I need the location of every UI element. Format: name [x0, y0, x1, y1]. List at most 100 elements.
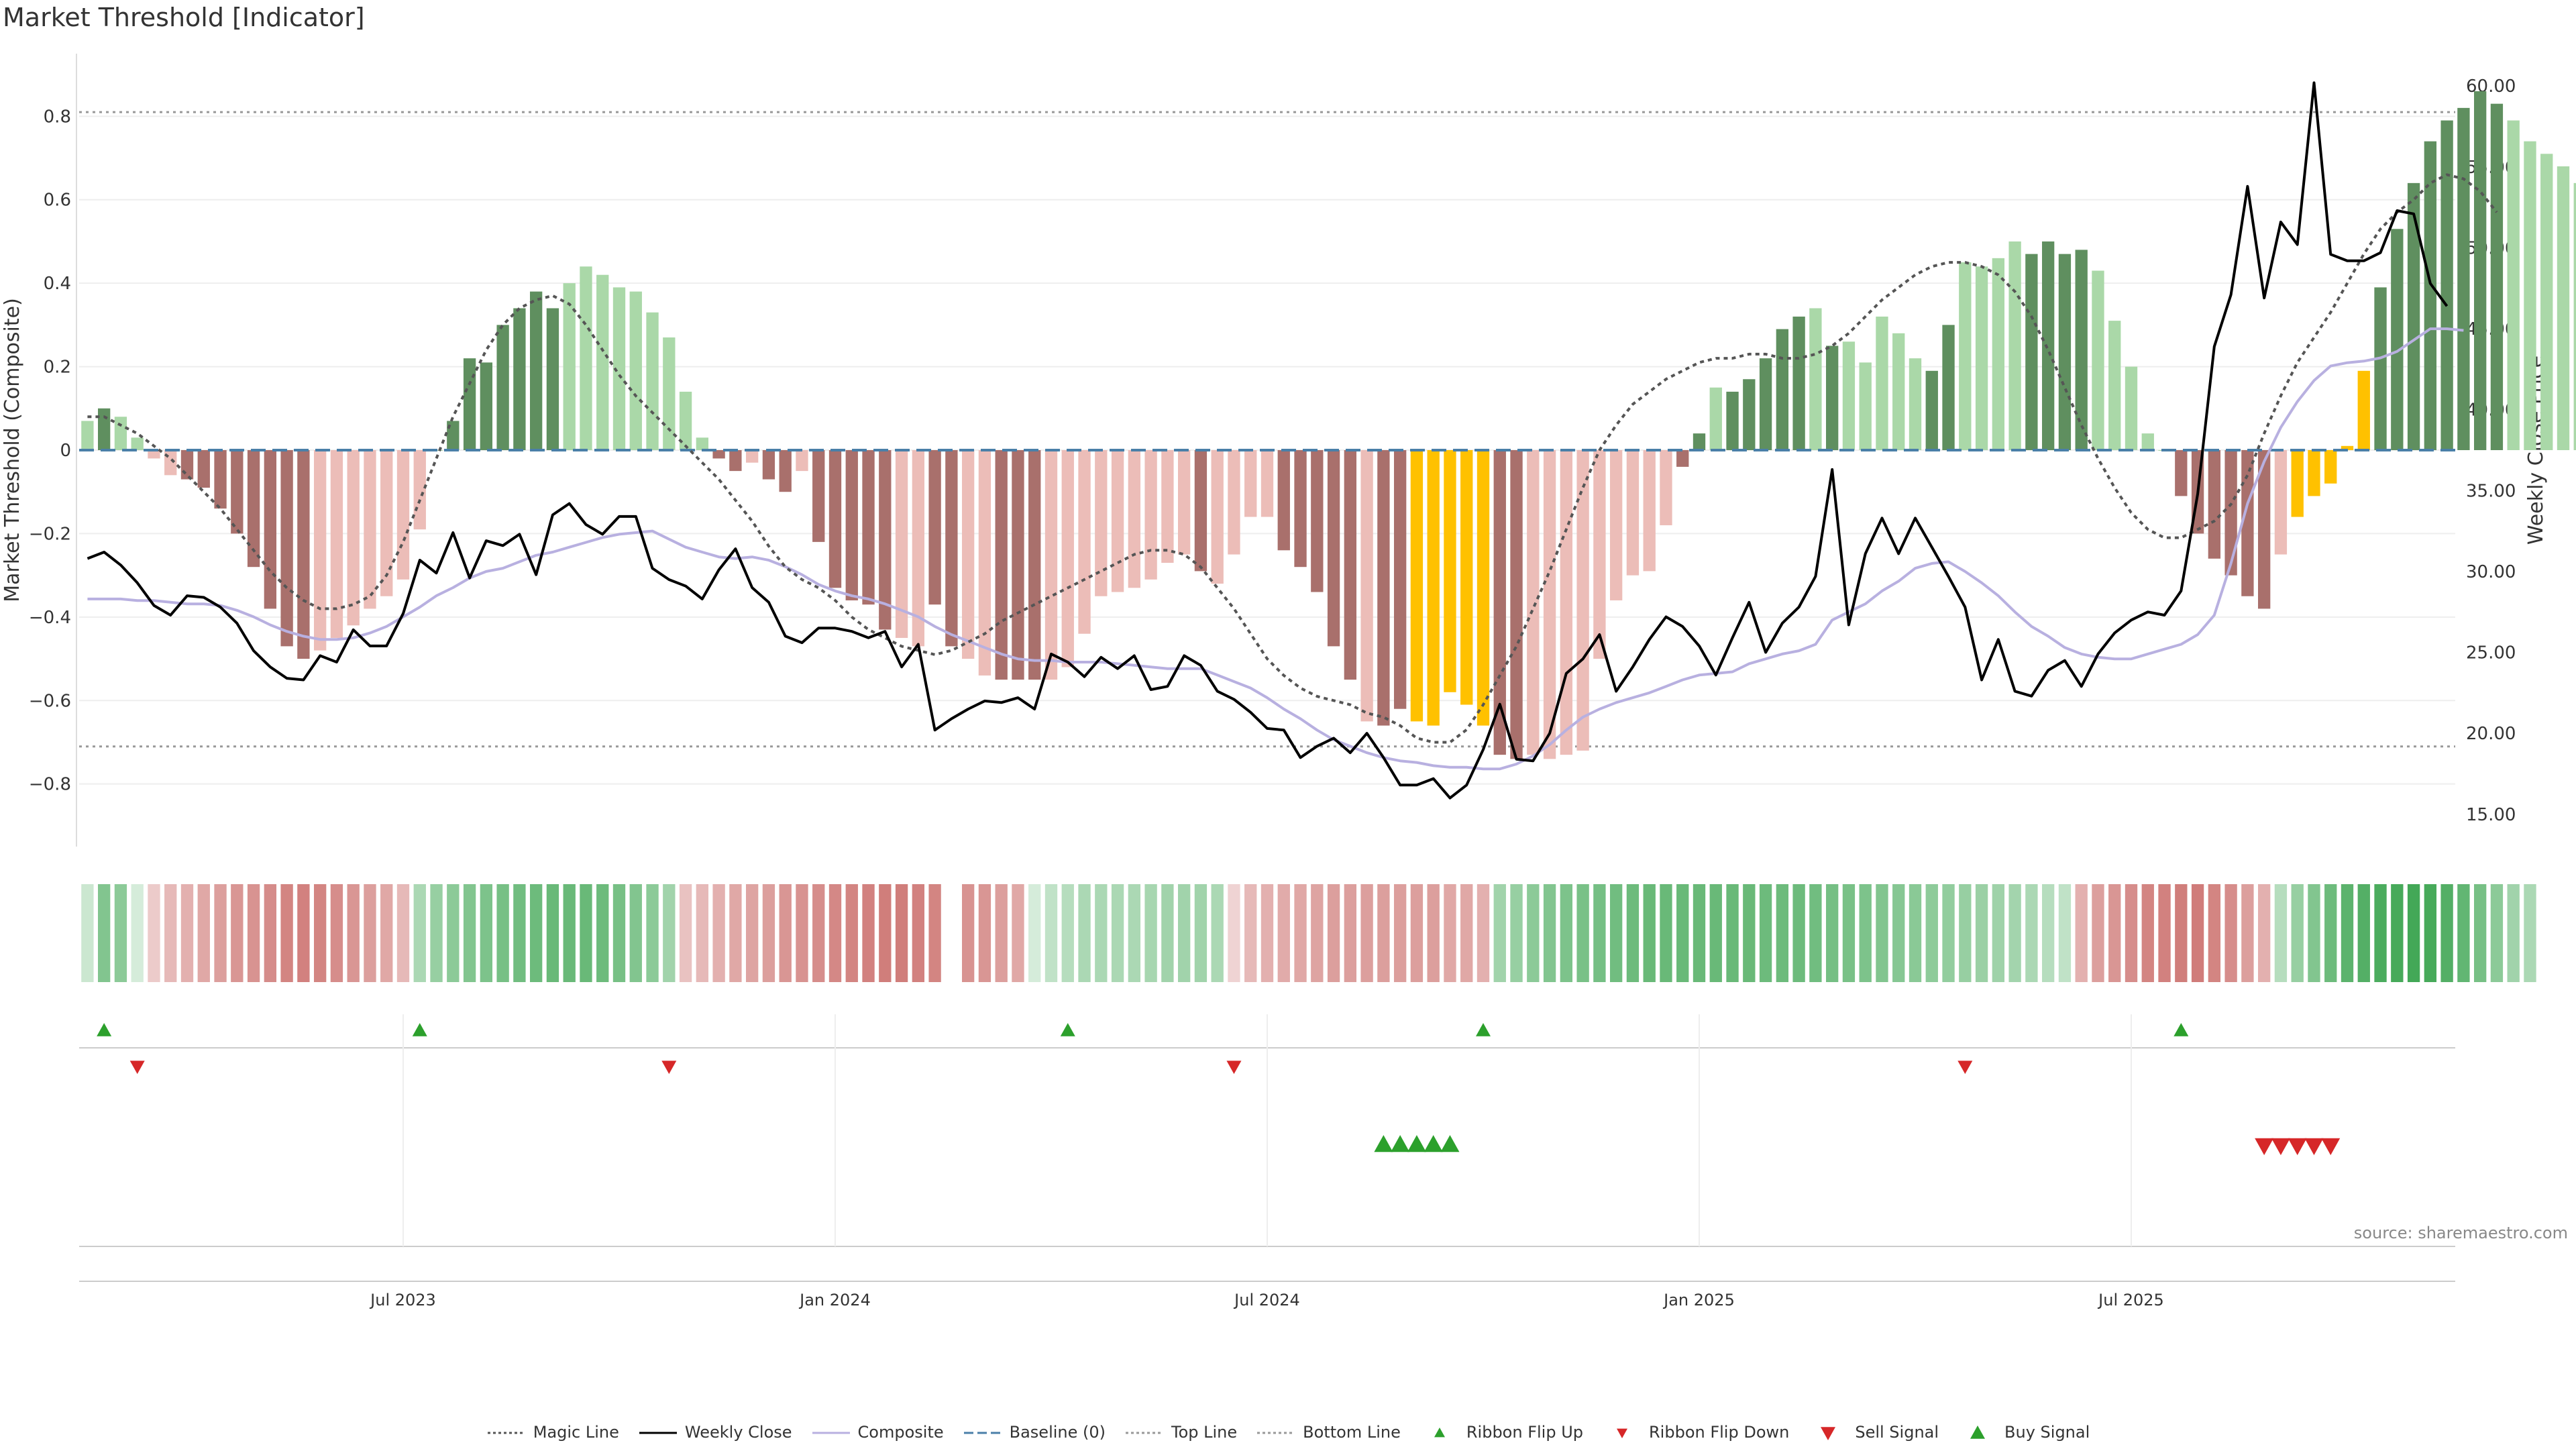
ribbon-cell [447, 884, 460, 982]
y-tick-label: 0.2 [44, 358, 71, 378]
weekly-close-line [87, 81, 2449, 800]
ribbon-cell [280, 884, 293, 982]
composite-bar [1410, 450, 1424, 722]
composite-bar [928, 450, 941, 605]
ribbon-cell [2357, 884, 2370, 982]
ribbon-flip-up-marker [412, 1023, 427, 1036]
y-axis-label: Market Threshold (Composite) [1, 298, 24, 602]
ribbon-cell [729, 884, 742, 982]
y-tick-label: 0.8 [44, 107, 71, 127]
legend-swatch [1434, 1428, 1445, 1438]
composite-bar [945, 450, 958, 647]
ribbon-cell [663, 884, 676, 982]
composite-bar [1527, 450, 1540, 755]
y-tick-label: −0.6 [29, 691, 71, 711]
ribbon-cell [197, 884, 210, 982]
ribbon-cell [1277, 884, 1290, 982]
composite-bar [1925, 370, 1938, 450]
ribbon-cell [1593, 884, 1606, 982]
ribbon-cell [1909, 884, 1922, 982]
ribbon-cell [430, 884, 443, 982]
x-tick-label: Jul 2023 [369, 1291, 436, 1309]
ribbon-cell [1676, 884, 1689, 982]
composite-bar [995, 450, 1008, 680]
ribbon-cell [546, 884, 559, 982]
ribbon-cell [1959, 884, 1972, 982]
legend-label: Bottom Line [1303, 1423, 1401, 1442]
ribbon-cell [1410, 884, 1424, 982]
ribbon-cell [347, 884, 360, 982]
ribbon-cell [1892, 884, 1905, 982]
composite-bar [1726, 391, 1739, 450]
composite-bar [2557, 166, 2570, 450]
y2-tick-label: 60.00 [2466, 76, 2516, 97]
ribbon-cell [646, 884, 659, 982]
ribbon-cell [148, 884, 160, 982]
ribbon-cell [114, 884, 127, 982]
composite-bar [114, 417, 127, 450]
ribbon-cell [1477, 884, 1490, 982]
ribbon-cell [2058, 884, 2072, 982]
ribbon-cell [2108, 884, 2121, 982]
sell-signal-marker [2321, 1138, 2341, 1155]
ribbon-cell [629, 884, 642, 982]
ribbon-cell [2324, 884, 2337, 982]
composite-bar [1044, 450, 1058, 680]
composite-bar [1825, 345, 1839, 450]
composite-bar [2374, 287, 2387, 450]
composite-bar [330, 450, 343, 638]
composite-bar [1377, 450, 1390, 726]
composite-bar [496, 325, 509, 450]
ribbon-cell [995, 884, 1008, 982]
composite-bar [529, 291, 543, 450]
legend-swatch [1617, 1428, 1627, 1438]
x-tick-label: Jan 2024 [798, 1291, 871, 1309]
ribbon-cell [1260, 884, 1274, 982]
composite-bar [396, 450, 410, 580]
y2-tick-label: 15.00 [2466, 805, 2516, 825]
ribbon-cell [1510, 884, 1523, 982]
sell-signal-marker [2271, 1138, 2290, 1155]
legend-label: Composite [857, 1423, 944, 1442]
composite-bar [2092, 270, 2104, 450]
composite-bar [297, 450, 310, 659]
composite-bar [1460, 450, 1473, 705]
ribbon-cell [480, 884, 493, 982]
ribbon-cell [1294, 884, 1307, 982]
legend-label: Top Line [1171, 1423, 1238, 1442]
composite-bar [1776, 329, 1789, 450]
buy-signal-marker [1391, 1135, 1410, 1152]
composite-bar [2257, 450, 2271, 609]
composite-bar [546, 308, 559, 450]
legend-item: Composite [811, 1423, 944, 1442]
composite-bar [2357, 370, 2370, 450]
ribbon-cell [696, 884, 709, 982]
composite-bar [1211, 450, 1224, 584]
composite-bar [796, 450, 808, 472]
legend-swatch [639, 1432, 677, 1434]
legend-item: Sell Signal [1808, 1423, 1939, 1442]
ribbon-cell [2041, 884, 2055, 982]
composite-bar [413, 450, 426, 530]
composite-bar [612, 287, 626, 450]
legend-swatch [812, 1432, 850, 1434]
ribbon-cell [928, 884, 941, 982]
composite-bar [2175, 450, 2188, 496]
composite-bar [2108, 321, 2121, 450]
sell-signal-marker [2288, 1138, 2307, 1155]
legend-item: Weekly Close [638, 1423, 792, 1442]
ribbon-cell [2141, 884, 2154, 982]
ribbon-cell [81, 884, 94, 982]
composite-bar [2324, 450, 2337, 484]
ribbon-cell [396, 884, 410, 982]
ribbon-cell [1809, 884, 1822, 982]
composite-bar [247, 450, 260, 568]
composite-bar [629, 291, 642, 450]
ribbon-cell [1128, 884, 1141, 982]
ribbon-cell [1111, 884, 1124, 982]
ribbon-cell [828, 884, 842, 982]
composite-bar [2424, 141, 2437, 451]
composite-bar [563, 283, 576, 450]
composite-bar [2540, 154, 2553, 450]
